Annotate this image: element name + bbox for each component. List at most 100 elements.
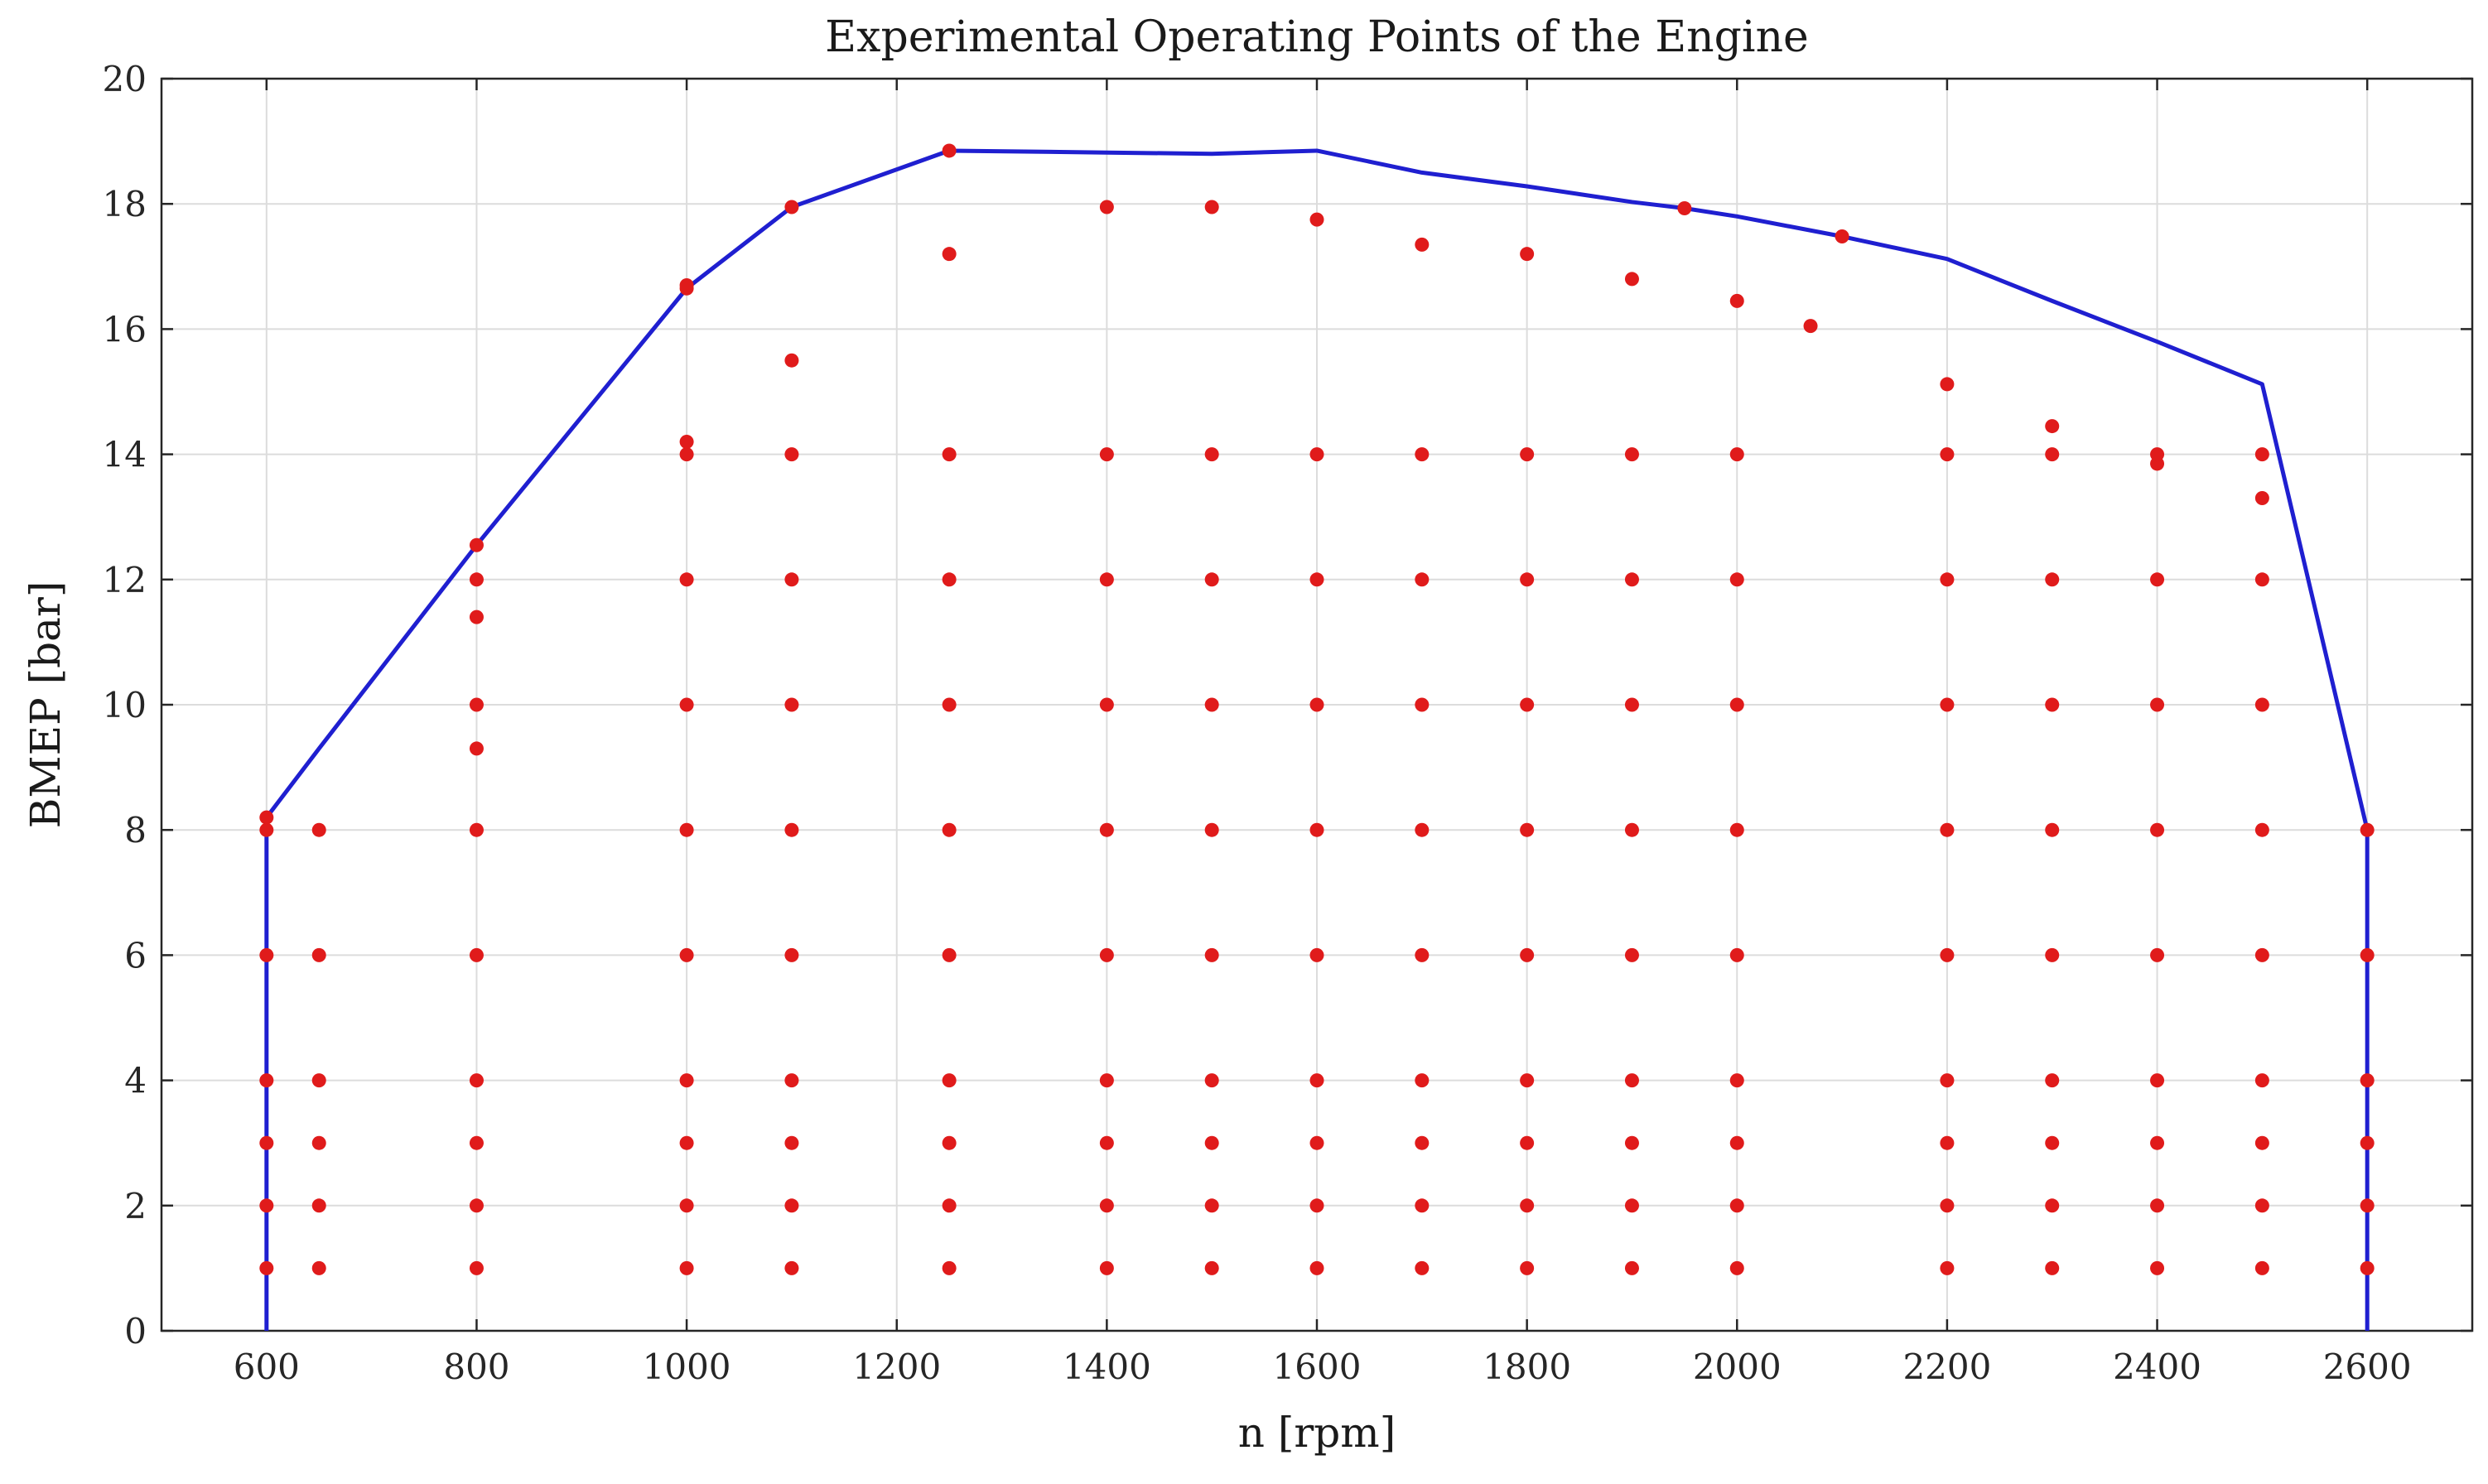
operating-point — [469, 537, 484, 552]
operating-point — [1099, 200, 1114, 214]
operating-point — [1729, 822, 1744, 837]
operating-point — [2254, 447, 2269, 462]
operating-point — [784, 1135, 799, 1150]
operating-point — [1624, 1073, 1639, 1088]
operating-point — [311, 822, 326, 837]
operating-point — [1729, 1260, 1744, 1275]
operating-point — [1624, 1260, 1639, 1275]
operating-point — [784, 697, 799, 712]
y-tick-label: 20 — [103, 59, 147, 99]
operating-point — [311, 1260, 326, 1275]
operating-point — [1835, 229, 1849, 244]
operating-point — [679, 1073, 694, 1088]
operating-point — [1729, 1198, 1744, 1213]
operating-point — [2254, 572, 2269, 587]
operating-point — [679, 447, 694, 462]
operating-point — [2045, 697, 2060, 712]
operating-point — [1624, 572, 1639, 587]
operating-point — [1309, 447, 1324, 462]
operating-point — [2150, 697, 2165, 712]
operating-point — [784, 947, 799, 962]
operating-point — [1940, 447, 1955, 462]
operating-point — [1520, 947, 1535, 962]
operating-point — [1520, 1260, 1535, 1275]
operating-point — [469, 1260, 484, 1275]
operating-point — [1309, 572, 1324, 587]
x-tick-label: 800 — [443, 1347, 509, 1387]
operating-point — [2045, 447, 2060, 462]
x-tick-label: 2200 — [1902, 1347, 1991, 1387]
operating-point — [469, 572, 484, 587]
operating-point — [2150, 947, 2165, 962]
operating-point — [2360, 947, 2375, 962]
operating-point — [1204, 697, 1219, 712]
operating-point — [1309, 212, 1324, 227]
operating-point — [1415, 1073, 1430, 1088]
y-tick-label: 10 — [103, 685, 147, 725]
y-tick-label: 6 — [124, 935, 147, 976]
operating-point — [1729, 447, 1744, 462]
operating-point — [2045, 1260, 2060, 1275]
operating-point — [1415, 697, 1430, 712]
operating-point — [1729, 293, 1744, 308]
operating-point — [679, 277, 694, 292]
operating-point — [2150, 572, 2165, 587]
operating-point — [469, 1198, 484, 1213]
operating-point — [469, 610, 484, 624]
operating-point — [1099, 822, 1114, 837]
operating-point — [784, 822, 799, 837]
operating-point — [1520, 1073, 1535, 1088]
operating-point — [1940, 572, 1955, 587]
operating-point — [1940, 947, 1955, 962]
operating-point — [1940, 1198, 1955, 1213]
operating-point — [2360, 822, 2375, 837]
x-axis-label: n [rpm] — [1238, 1409, 1396, 1457]
operating-point — [1204, 822, 1219, 837]
operating-point — [1415, 947, 1430, 962]
operating-point — [2360, 1073, 2375, 1088]
operating-point — [1415, 572, 1430, 587]
operating-point — [469, 947, 484, 962]
operating-point — [2150, 822, 2165, 837]
operating-point — [679, 1260, 694, 1275]
operating-point — [784, 353, 799, 368]
operating-point — [1940, 1260, 1955, 1275]
operating-point — [1729, 947, 1744, 962]
x-tick-label: 2400 — [2113, 1347, 2201, 1387]
operating-point — [1624, 947, 1639, 962]
operating-point — [259, 1073, 274, 1088]
operating-point — [942, 1198, 957, 1213]
operating-point — [1624, 272, 1639, 287]
x-tick-label: 600 — [234, 1347, 300, 1387]
y-tick-label: 16 — [103, 309, 147, 349]
operating-point — [1204, 947, 1219, 962]
operating-point — [679, 822, 694, 837]
operating-point — [2360, 1198, 2375, 1213]
y-tick-label: 12 — [103, 560, 147, 600]
operating-point — [2150, 1073, 2165, 1088]
operating-point — [311, 1135, 326, 1150]
operating-point — [784, 200, 799, 214]
operating-point — [1204, 200, 1219, 214]
operating-point — [1415, 447, 1430, 462]
operating-point — [2360, 1260, 2375, 1275]
operating-point — [784, 1198, 799, 1213]
operating-point — [1624, 822, 1639, 837]
operating-point — [679, 697, 694, 712]
operating-point — [2150, 1135, 2165, 1150]
operating-point — [942, 572, 957, 587]
operating-point — [2045, 822, 2060, 837]
operating-point — [1729, 572, 1744, 587]
operating-point — [1415, 822, 1430, 837]
operating-point — [679, 572, 694, 587]
operating-point — [469, 1135, 484, 1150]
operating-point — [1415, 237, 1430, 252]
operating-point — [1309, 947, 1324, 962]
operating-point — [2045, 419, 2060, 434]
x-tick-label: 1800 — [1483, 1347, 1571, 1387]
x-tick-label: 1000 — [643, 1347, 731, 1387]
operating-point — [259, 822, 274, 837]
operating-point — [311, 947, 326, 962]
operating-point — [259, 947, 274, 962]
x-tick-label: 1400 — [1063, 1347, 1151, 1387]
